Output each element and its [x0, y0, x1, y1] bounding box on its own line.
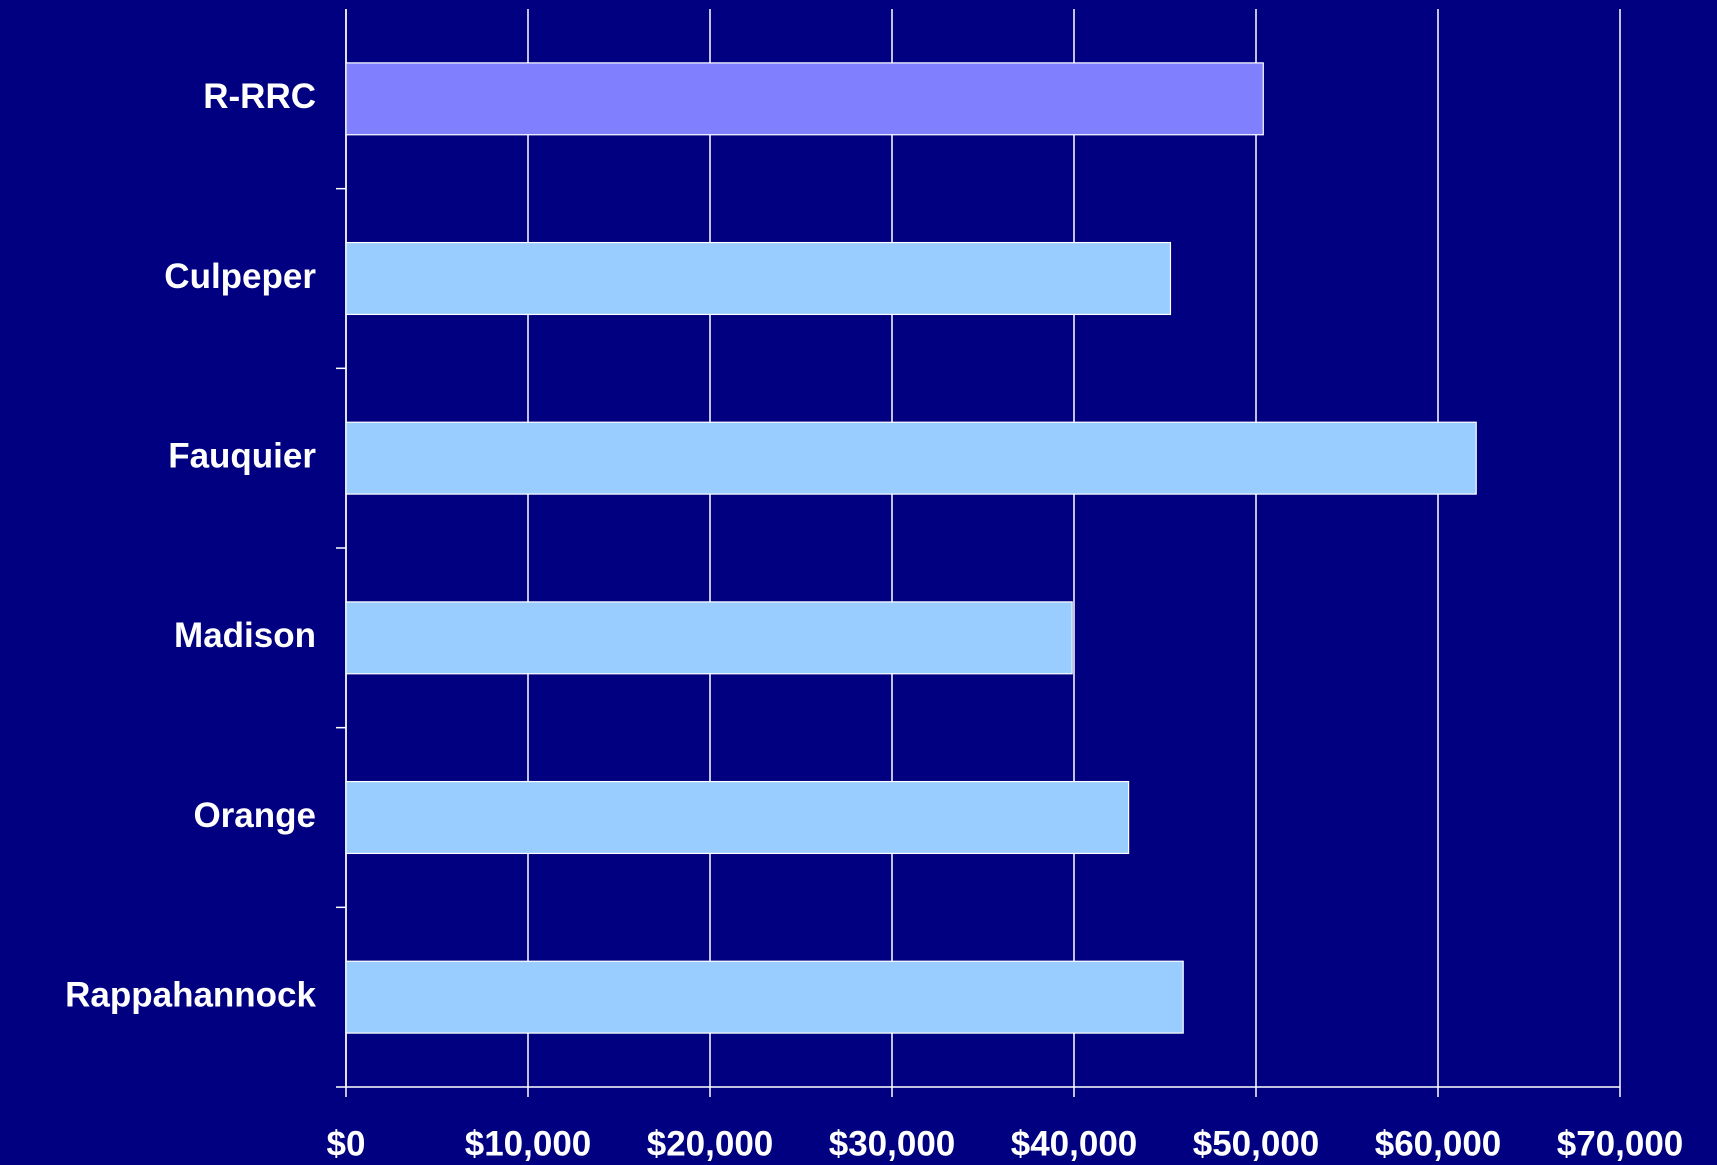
- bar: [345, 241, 1172, 316]
- x-tick-label: $0: [327, 1124, 366, 1163]
- x-tick-label: $40,000: [1011, 1124, 1138, 1163]
- x-tick-label: $20,000: [647, 1124, 774, 1163]
- y-tick-label: Fauquier: [168, 436, 316, 475]
- y-tick-label: Culpeper: [164, 257, 316, 296]
- bar: [345, 780, 1130, 855]
- bar: [345, 601, 1073, 675]
- y-tick-label: Orange: [193, 796, 316, 835]
- x-tick-label: $50,000: [1193, 1124, 1320, 1163]
- bar: [345, 421, 1477, 495]
- x-tick-label: $30,000: [829, 1124, 956, 1163]
- bar: [345, 960, 1184, 1034]
- x-tick-label: $60,000: [1375, 1124, 1502, 1163]
- y-tick-label: R-RRC: [203, 77, 316, 116]
- x-tick-label: $70,000: [1557, 1124, 1684, 1163]
- bar: [345, 62, 1264, 136]
- y-tick-label: Madison: [174, 616, 316, 655]
- x-tick-label: $10,000: [465, 1124, 592, 1163]
- y-tick-label: Rappahannock: [65, 975, 316, 1014]
